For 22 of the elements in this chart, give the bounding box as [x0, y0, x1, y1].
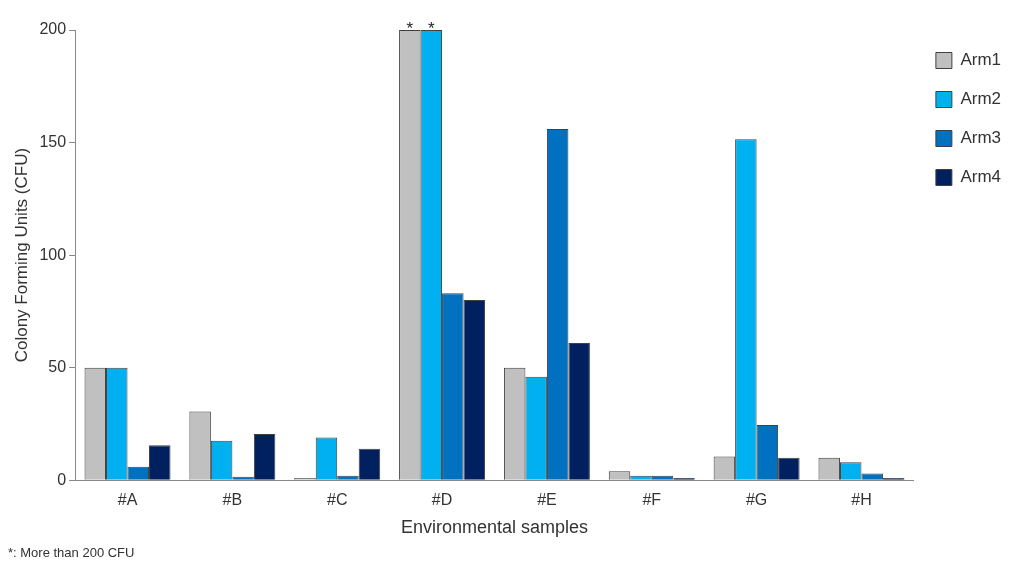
y-tick-label: 200	[39, 20, 67, 38]
x-tick-label: #H	[851, 491, 872, 509]
legend-label: Arm2	[960, 89, 1002, 109]
x-tick-label: #D	[431, 491, 453, 509]
y-tick-label: 50	[48, 358, 67, 376]
y-tick-label: 100	[39, 245, 67, 263]
x-tick-label: #A	[117, 491, 138, 509]
data-label: *	[428, 19, 436, 39]
text: *: More than 200 CFU	[8, 545, 136, 560]
x-tick-label: #C	[326, 491, 348, 509]
x-axis-title: Environmental samples	[400, 517, 589, 538]
y-axis-title: Colony Forming Units (CFU)	[11, 147, 31, 363]
x-tick-label: #B	[222, 491, 243, 509]
data-label: *	[406, 19, 414, 39]
x-tick-label: #E	[537, 491, 557, 509]
legend-label: Arm1	[960, 50, 1002, 70]
y-tick-label: 150	[39, 132, 67, 150]
legend-label: Arm4	[960, 167, 1002, 187]
x-tick-label: #F	[642, 491, 662, 509]
y-tick-label: 0	[57, 470, 67, 488]
legend-label: Arm3	[960, 128, 1002, 148]
x-tick-label: #G	[745, 491, 768, 509]
